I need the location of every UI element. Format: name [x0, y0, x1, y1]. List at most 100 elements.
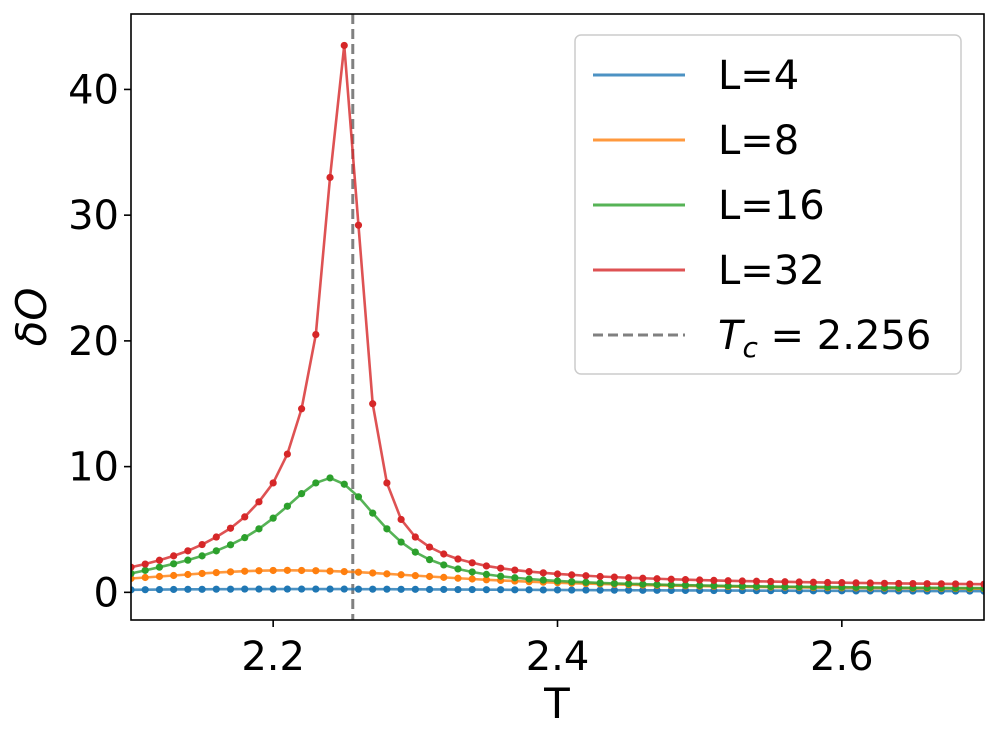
data-point-l4-11 — [283, 585, 291, 593]
legend-label: L=16 — [718, 183, 825, 229]
data-point-l16-0 — [131, 569, 135, 578]
data-point-l4-33 — [596, 586, 604, 594]
data-point-l8-18 — [383, 570, 391, 578]
data-point-l4-3 — [170, 585, 178, 594]
data-point-l8-22 — [440, 573, 448, 581]
y-tick-label: 0 — [94, 570, 119, 616]
data-point-l4-0 — [131, 586, 135, 594]
x-tick-label: 2.6 — [810, 634, 874, 680]
data-point-l16-15 — [340, 480, 348, 488]
data-point-l16-20 — [411, 548, 419, 556]
data-point-l8-5 — [198, 569, 206, 578]
data-point-l8-17 — [369, 569, 377, 577]
data-point-l4-14 — [326, 585, 334, 593]
data-point-l32-50 — [838, 579, 846, 587]
legend: L=4 L=8 L=16 L=32 Tc = 2.256 — [574, 34, 962, 375]
data-point-l4-10 — [269, 585, 277, 593]
data-point-l32-18 — [383, 479, 391, 487]
data-point-l4-21 — [425, 585, 434, 594]
data-point-l32-35 — [624, 574, 633, 582]
data-point-l16-19 — [397, 538, 405, 546]
data-point-l4-26 — [497, 586, 505, 594]
data-point-l4-37 — [653, 586, 661, 594]
data-point-l16-27 — [511, 574, 519, 582]
data-point-l16-32 — [582, 578, 590, 586]
data-point-l16-13 — [312, 479, 320, 487]
data-point-l32-24 — [468, 559, 476, 567]
data-point-l8-12 — [298, 566, 306, 575]
data-point-l16-41 — [710, 582, 718, 590]
data-point-l32-37 — [653, 575, 661, 583]
data-point-l32-1 — [141, 560, 149, 568]
data-point-l32-19 — [397, 515, 405, 524]
data-point-l32-53 — [880, 579, 889, 587]
data-point-l4-2 — [155, 585, 164, 594]
data-point-l32-34 — [610, 573, 618, 581]
data-point-l16-6 — [212, 547, 220, 555]
data-point-l32-10 — [269, 479, 277, 487]
data-point-l32-13 — [312, 331, 320, 339]
data-point-l32-41 — [710, 576, 718, 584]
data-point-l8-8 — [241, 567, 249, 575]
data-point-l16-26 — [497, 572, 505, 580]
plot-area — [131, 14, 984, 620]
data-point-l32-15 — [340, 41, 348, 50]
data-point-l32-31 — [568, 571, 576, 579]
data-point-l32-52 — [866, 579, 874, 587]
data-point-l8-20 — [411, 572, 419, 580]
data-point-l8-19 — [397, 571, 405, 579]
data-point-l4-16 — [354, 585, 363, 593]
data-point-l8-4 — [184, 570, 192, 579]
data-point-l16-11 — [283, 502, 291, 510]
data-point-l32-27 — [511, 566, 519, 574]
data-point-l32-7 — [226, 524, 235, 532]
data-point-l16-36 — [639, 580, 647, 588]
data-point-l32-46 — [781, 578, 789, 586]
data-point-l32-33 — [596, 572, 604, 581]
data-point-l32-14 — [326, 173, 334, 182]
data-point-l32-9 — [255, 498, 263, 506]
data-point-l32-59 — [966, 580, 974, 588]
data-point-l32-23 — [454, 555, 462, 563]
y-tick-label: 10 — [68, 445, 119, 491]
data-point-l32-42 — [724, 577, 732, 585]
data-point-l32-17 — [369, 400, 377, 408]
data-point-l16-25 — [482, 570, 491, 578]
data-point-l32-4 — [184, 547, 192, 555]
data-point-l16-30 — [553, 577, 562, 585]
data-point-l4-17 — [369, 585, 377, 593]
data-point-l16-37 — [653, 580, 661, 589]
y-tick-label: 20 — [68, 319, 119, 365]
data-point-l4-36 — [639, 586, 647, 594]
data-point-l32-55 — [909, 579, 917, 588]
data-point-l4-15 — [340, 585, 348, 593]
data-point-l32-28 — [525, 567, 533, 576]
y-tick-label: 40 — [68, 67, 119, 113]
data-point-l16-39 — [681, 581, 690, 589]
data-point-l32-20 — [411, 533, 419, 541]
data-point-l4-28 — [525, 586, 533, 594]
data-point-l8-1 — [141, 573, 149, 582]
data-point-l32-21 — [425, 543, 434, 551]
data-point-l32-0 — [131, 563, 135, 571]
data-point-l8-15 — [340, 567, 348, 576]
data-point-l32-51 — [852, 579, 860, 587]
data-point-l4-22 — [440, 585, 448, 594]
data-point-l32-38 — [667, 575, 675, 583]
data-point-l32-48 — [809, 578, 818, 586]
data-point-l16-28 — [525, 575, 533, 583]
data-point-l32-57 — [937, 580, 945, 588]
data-point-l16-43 — [738, 582, 746, 590]
data-point-l8-10 — [269, 566, 277, 575]
data-point-l8-24 — [468, 575, 476, 583]
data-point-l16-23 — [454, 565, 462, 573]
axes-ticks: 0 10 20 30 40 2.2 2.4 2.6 — [68, 67, 874, 680]
data-point-l32-16 — [354, 221, 363, 229]
y-tick-label: 30 — [68, 193, 119, 239]
data-point-l8-25 — [482, 576, 491, 584]
data-point-l32-8 — [241, 513, 249, 521]
data-point-l4-7 — [226, 585, 235, 593]
data-point-l16-14 — [326, 474, 334, 482]
data-point-l32-44 — [752, 577, 761, 585]
legend-label: L=4 — [718, 53, 799, 99]
